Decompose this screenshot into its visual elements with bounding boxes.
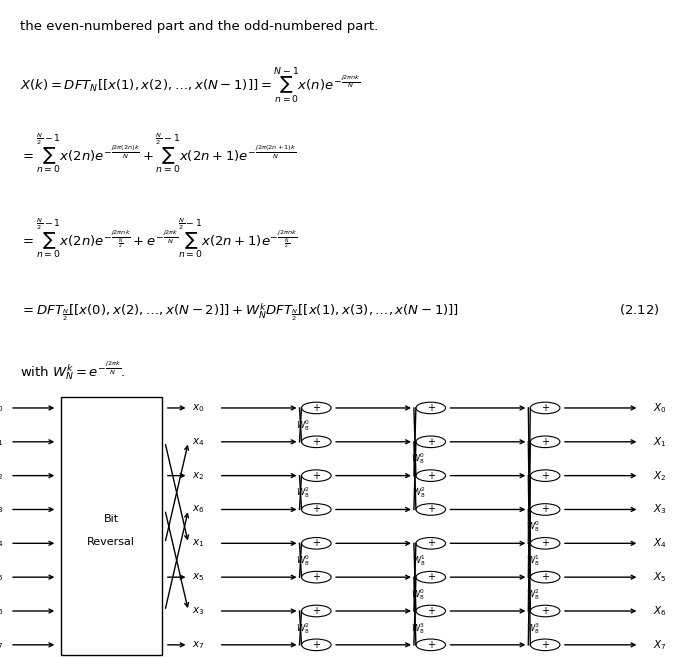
Text: +: + (427, 437, 435, 447)
Text: $X(k) = DFT_N\left[[x(1), x(2), \ldots, x(N-1)]\right] = \sum_{n=0}^{N-1} x(n) e: $X(k) = DFT_N\left[[x(1), x(2), \ldots, … (20, 65, 361, 105)
Text: $= \sum_{n=0}^{\frac{N}{2}-1} x(2n) e^{-\frac{j2\pi nk}{\frac{N}{2}}} + e^{-\fra: $= \sum_{n=0}^{\frac{N}{2}-1} x(2n) e^{-… (20, 216, 297, 260)
Text: +: + (541, 505, 549, 515)
Text: +: + (312, 403, 320, 413)
Text: $x_4$: $x_4$ (0, 538, 3, 549)
Text: +: + (541, 403, 549, 413)
Text: +: + (427, 572, 435, 582)
Text: $x_1$: $x_1$ (192, 538, 204, 549)
Text: $X_4$: $X_4$ (653, 536, 666, 550)
Text: +: + (427, 470, 435, 480)
Text: $x_7$: $x_7$ (192, 639, 204, 651)
Text: $W_8^2$: $W_8^2$ (526, 587, 540, 602)
Text: $= \sum_{n=0}^{\frac{N}{2}-1} x(2n) e^{-\frac{j2\pi(2n)k}{N}} + \sum_{n=0}^{\fra: $= \sum_{n=0}^{\frac{N}{2}-1} x(2n) e^{-… (20, 130, 297, 174)
Text: $W_8^0$: $W_8^0$ (526, 519, 540, 534)
Text: +: + (427, 403, 435, 413)
Text: $x_0$: $x_0$ (192, 402, 205, 414)
Text: $W_8^0$: $W_8^0$ (411, 451, 426, 467)
Text: $x_1$: $x_1$ (0, 436, 3, 447)
Text: $W_8^2$: $W_8^2$ (412, 486, 425, 500)
Text: $x_6$: $x_6$ (0, 605, 3, 617)
Text: $(2.12)$: $(2.12)$ (619, 302, 660, 317)
Text: $x_0$: $x_0$ (0, 402, 3, 414)
Text: $x_3$: $x_3$ (192, 605, 205, 617)
Text: +: + (427, 538, 435, 548)
Text: $x_4$: $x_4$ (192, 436, 205, 447)
Text: $W_8^2$: $W_8^2$ (296, 620, 310, 636)
Text: +: + (312, 606, 320, 616)
Text: the even-numbered part and the odd-numbered part.: the even-numbered part and the odd-numbe… (20, 20, 378, 34)
Text: +: + (312, 640, 320, 650)
Text: $x_5$: $x_5$ (0, 571, 3, 583)
Text: +: + (427, 606, 435, 616)
Text: +: + (541, 437, 549, 447)
Text: $W_8^3$: $W_8^3$ (526, 620, 540, 636)
Text: $x_5$: $x_5$ (192, 571, 204, 583)
Text: $x_2$: $x_2$ (192, 470, 204, 482)
Text: +: + (312, 470, 320, 480)
Text: $W_8^0$: $W_8^0$ (295, 418, 310, 432)
Text: Bit: Bit (104, 513, 118, 524)
Text: +: + (427, 640, 435, 650)
Text: Reversal: Reversal (87, 537, 135, 547)
Text: +: + (312, 505, 320, 515)
Text: $= DFT_{\frac{N}{2}}\left[[x(0), x(2), \ldots, x(N-2)]\right] + W_N^k DFT_{\frac: $= DFT_{\frac{N}{2}}\left[[x(0), x(2), \… (20, 302, 459, 323)
Text: $X_5$: $X_5$ (653, 570, 666, 584)
Text: $W_8^1$: $W_8^1$ (526, 553, 540, 568)
Text: $x_2$: $x_2$ (0, 470, 3, 482)
Text: +: + (312, 538, 320, 548)
Text: $x_7$: $x_7$ (0, 639, 3, 651)
FancyBboxPatch shape (61, 397, 162, 655)
Text: +: + (541, 572, 549, 582)
Text: +: + (427, 505, 435, 515)
Text: $W_8^1$: $W_8^1$ (412, 553, 425, 568)
Text: $X_2$: $X_2$ (653, 468, 666, 482)
Text: $W_8^0$: $W_8^0$ (411, 587, 426, 602)
Text: $X_7$: $X_7$ (653, 638, 666, 651)
Text: +: + (541, 640, 549, 650)
Text: $W_8^2$: $W_8^2$ (296, 486, 310, 500)
Text: $W_8^0$: $W_8^0$ (295, 553, 310, 568)
Text: with $W_N^k = e^{-\frac{j2\pi k}{N}}$.: with $W_N^k = e^{-\frac{j2\pi k}{N}}$. (20, 359, 126, 382)
Text: +: + (312, 437, 320, 447)
Text: $X_6$: $X_6$ (653, 604, 666, 618)
Text: +: + (312, 572, 320, 582)
Text: +: + (541, 538, 549, 548)
Text: $W_8^3$: $W_8^3$ (411, 620, 426, 636)
Text: $X_1$: $X_1$ (653, 435, 666, 449)
Text: +: + (541, 606, 549, 616)
Text: $x_3$: $x_3$ (0, 503, 3, 515)
Text: $X_0$: $X_0$ (653, 401, 666, 415)
Text: +: + (541, 470, 549, 480)
Text: $X_3$: $X_3$ (653, 503, 666, 517)
Text: $x_6$: $x_6$ (192, 503, 205, 515)
